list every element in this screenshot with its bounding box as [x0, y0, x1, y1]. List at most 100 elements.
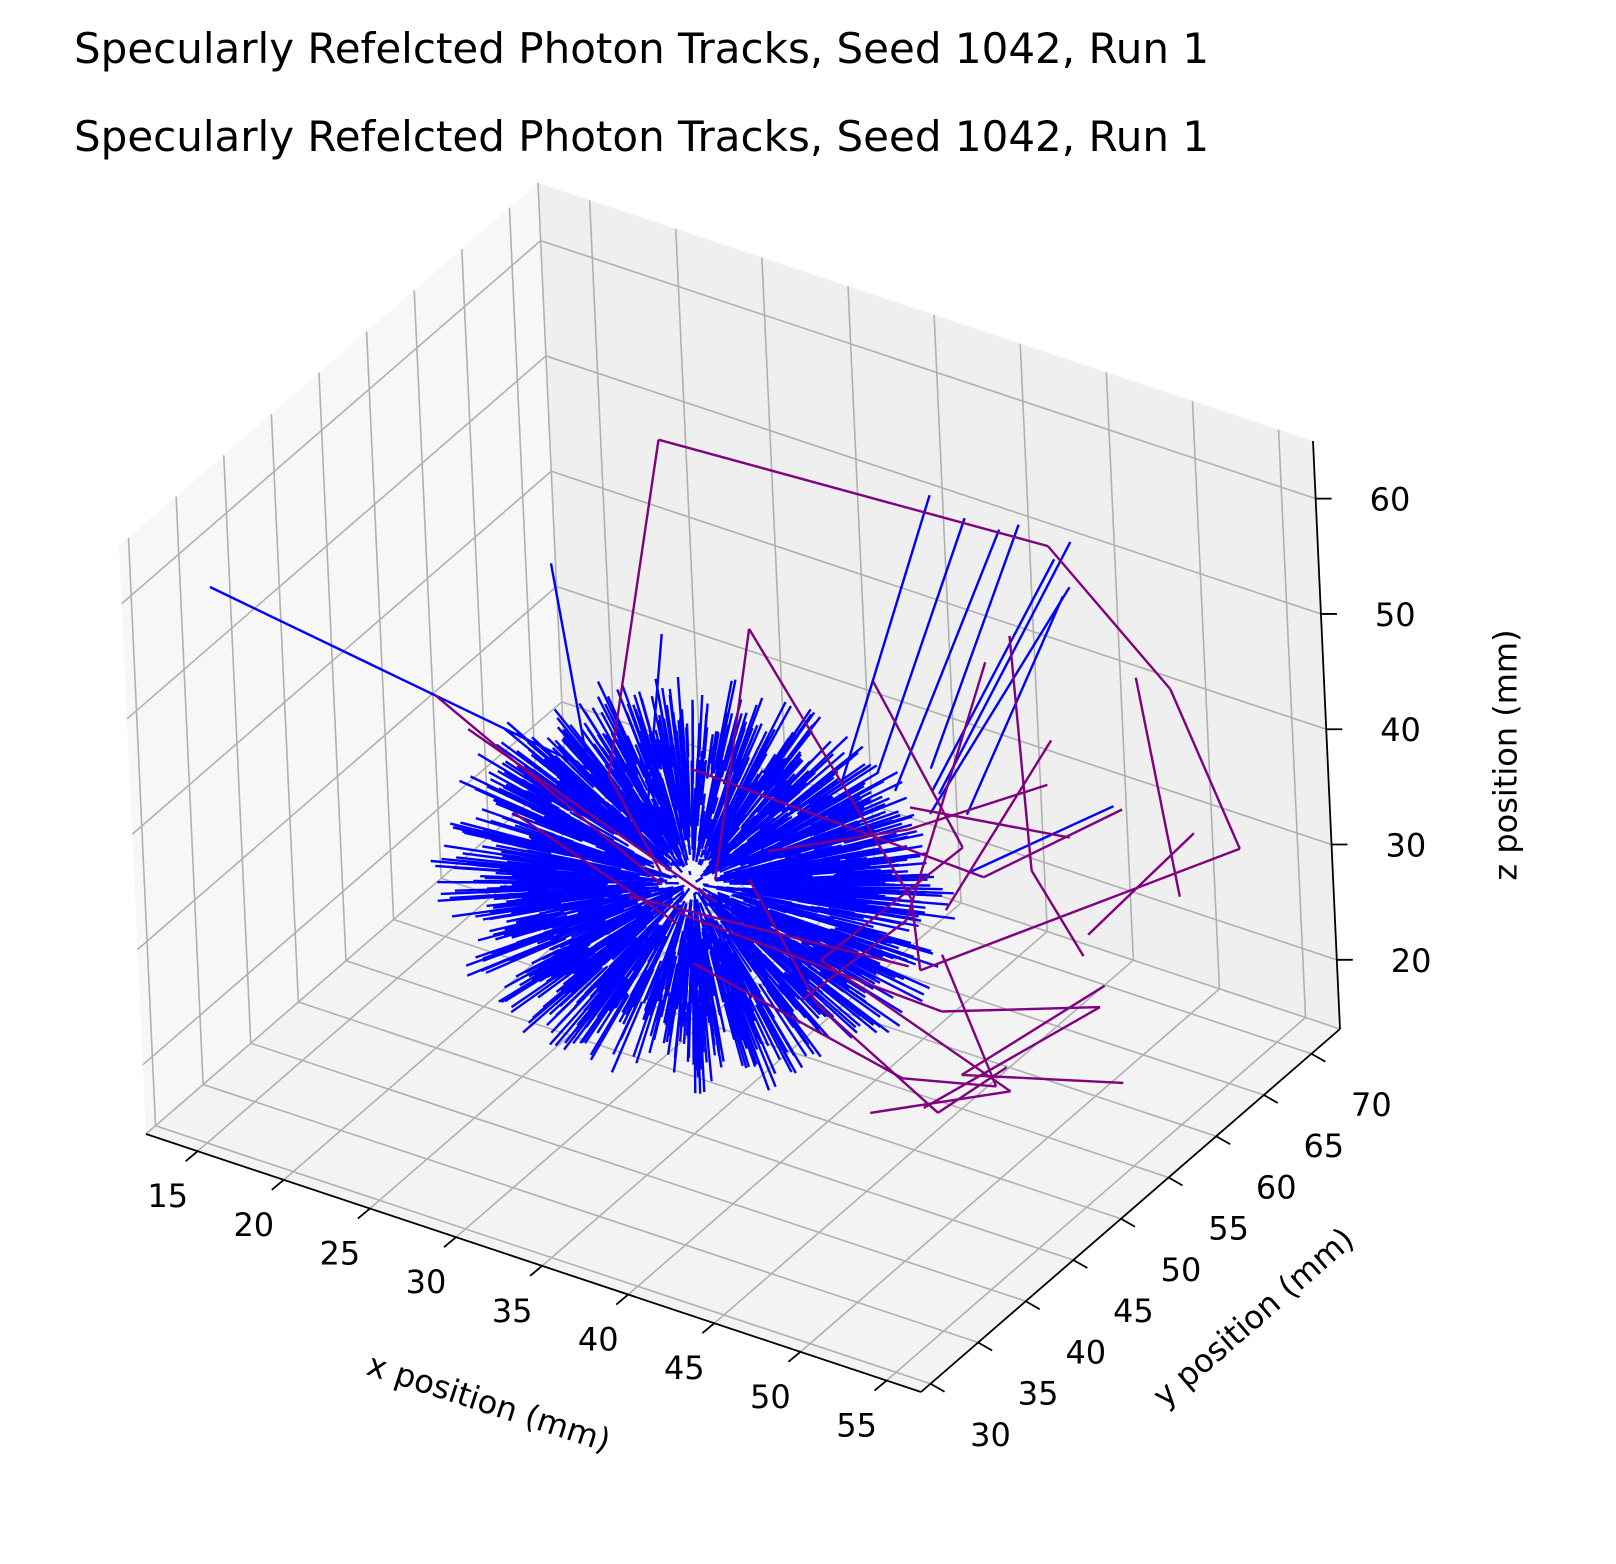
track-line	[666, 884, 685, 892]
track-line	[553, 896, 645, 926]
grid-x	[713, 959, 1134, 1324]
track-line	[702, 735, 726, 834]
x-tick-label: 50	[750, 1378, 791, 1416]
track-line	[601, 747, 665, 840]
track-line	[750, 847, 789, 864]
y-tick-label: 45	[1113, 1292, 1154, 1330]
track-line	[497, 769, 553, 804]
grid-x	[933, 314, 962, 903]
track-line	[572, 987, 616, 1045]
track-line	[678, 936, 687, 980]
track-line	[752, 944, 793, 987]
track-line	[617, 766, 647, 811]
grid-y	[127, 537, 157, 1126]
reflected-track-line	[1087, 832, 1195, 936]
track-line	[698, 996, 705, 1053]
track-line	[726, 939, 776, 1019]
track-line	[660, 962, 676, 1018]
track-line	[756, 847, 842, 870]
grid-x	[588, 200, 618, 789]
grid-x	[674, 228, 704, 817]
track-line	[699, 891, 722, 915]
y-tick	[1025, 1300, 1041, 1311]
track-line	[783, 891, 872, 903]
pane-edge	[537, 182, 566, 772]
track-line	[652, 905, 684, 967]
reflected-track-line	[467, 728, 718, 904]
grid-y	[250, 1042, 1027, 1303]
track-line	[609, 925, 661, 991]
track-line	[555, 911, 652, 978]
track-line	[585, 916, 632, 943]
track-line	[737, 989, 763, 1045]
track-line	[698, 694, 704, 757]
z-tick-label: 50	[1375, 596, 1416, 634]
track-line	[716, 753, 768, 841]
track-line	[686, 941, 691, 966]
track-line	[757, 885, 874, 893]
track-line	[538, 869, 657, 882]
track-line	[669, 745, 687, 837]
track-line	[557, 744, 609, 797]
track-line	[708, 760, 748, 847]
track-line	[729, 990, 758, 1065]
track-line	[508, 937, 562, 962]
track-line	[706, 924, 735, 993]
track-line	[518, 910, 565, 923]
track-line	[549, 938, 592, 963]
track-line	[699, 793, 706, 826]
track-line	[729, 967, 756, 1022]
track-line-long	[549, 563, 590, 770]
grid-x	[1277, 429, 1307, 1018]
track-line	[621, 936, 649, 967]
track-line	[703, 812, 731, 862]
grid-z	[131, 470, 552, 835]
track-line	[710, 897, 771, 948]
track-line	[723, 1003, 736, 1041]
track-line	[595, 844, 646, 867]
track-line	[616, 689, 650, 771]
track-line	[718, 923, 753, 973]
reflected-track-line	[434, 694, 663, 886]
grid-z	[550, 470, 1327, 730]
track-line	[685, 1002, 690, 1036]
reflected-track-line	[820, 846, 964, 961]
track-line	[589, 992, 629, 1056]
track-line	[699, 761, 706, 802]
track-line	[662, 718, 674, 768]
track-line	[492, 919, 551, 937]
track-line	[693, 1012, 697, 1094]
track-line	[506, 912, 546, 923]
x-tick-label: 25	[320, 1235, 361, 1273]
track-line	[719, 851, 816, 878]
y-axis-label: y position (mm)	[1145, 1220, 1361, 1415]
x-tick	[443, 1236, 457, 1248]
track-line	[827, 796, 863, 817]
y-tick	[1168, 1176, 1184, 1187]
track-line	[786, 769, 810, 793]
track-line	[744, 773, 811, 836]
track-line	[569, 935, 629, 984]
track-line	[676, 930, 685, 956]
track-line	[734, 958, 769, 1018]
track-line	[600, 804, 637, 837]
track-line	[575, 759, 669, 858]
chart-title: Specularly Refelcted Photon Tracks, Seed…	[74, 24, 1210, 73]
track-line-long	[876, 517, 966, 775]
track-line	[553, 708, 606, 774]
track-line	[784, 981, 820, 1020]
track-line	[643, 888, 680, 908]
reflected-track-line	[983, 808, 1123, 879]
track-line	[646, 823, 670, 854]
reflected-track-line	[676, 911, 943, 1013]
track-line	[762, 899, 835, 921]
grid-y	[270, 413, 300, 1003]
track-line	[571, 904, 643, 939]
track-line	[769, 908, 859, 942]
x-tick	[529, 1265, 543, 1277]
grid-y	[155, 1124, 931, 1385]
track-line	[769, 913, 831, 940]
track-line	[700, 895, 710, 907]
x-axis-line	[145, 1133, 922, 1393]
